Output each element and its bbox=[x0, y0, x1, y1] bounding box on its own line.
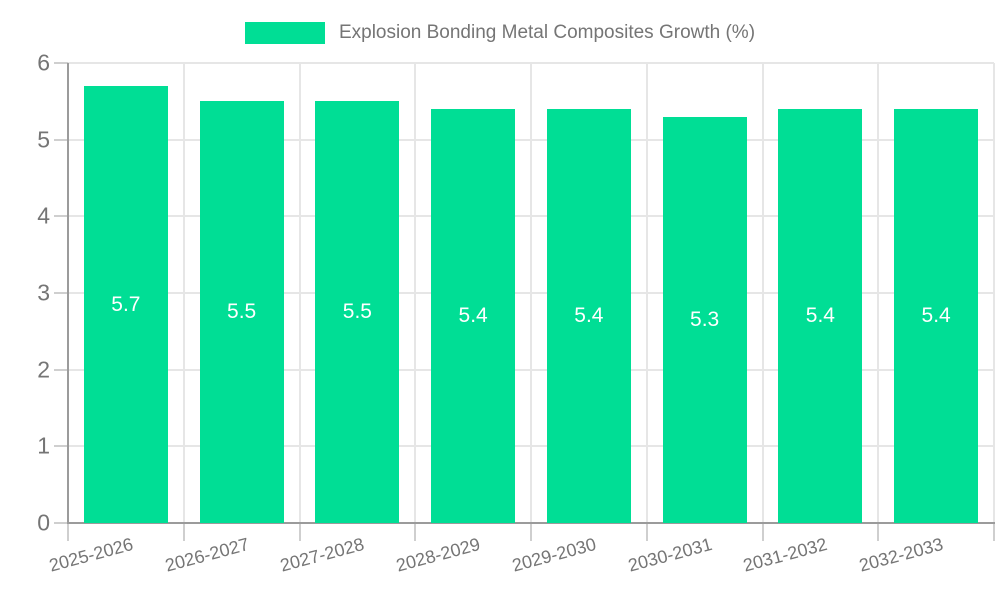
y-axis-line bbox=[67, 63, 69, 523]
legend-swatch bbox=[244, 22, 325, 44]
v-gridline bbox=[298, 63, 301, 523]
y-axis-tick bbox=[54, 368, 68, 371]
v-gridline bbox=[414, 63, 417, 523]
x-axis-tick bbox=[761, 523, 764, 541]
x-axis-tick bbox=[298, 523, 301, 541]
y-axis-tick bbox=[54, 292, 68, 294]
x-axis-tick bbox=[645, 523, 648, 541]
x-axis-label: 2026-2027 bbox=[162, 534, 251, 576]
y-axis-tick bbox=[54, 138, 68, 141]
bar-value-label: 5.7 bbox=[111, 292, 141, 316]
x-axis-tick bbox=[530, 523, 532, 541]
x-axis-label: 2030-2031 bbox=[625, 534, 714, 576]
x-axis-tick bbox=[67, 523, 69, 541]
bar-value-label: 5.4 bbox=[805, 304, 835, 327]
bar-value-label: 5.4 bbox=[574, 304, 604, 327]
y-axis-tick bbox=[54, 445, 68, 448]
x-axis-label: 2025-2026 bbox=[46, 534, 136, 576]
y-axis-label: 6 bbox=[37, 49, 50, 76]
x-axis-label: 2028-2029 bbox=[393, 534, 483, 576]
v-gridline bbox=[530, 63, 532, 523]
legend: Explosion Bonding Metal Composites Growt… bbox=[0, 21, 1000, 45]
bar-value-label: 5.5 bbox=[342, 300, 372, 324]
v-gridline bbox=[993, 63, 995, 523]
x-axis-label: 2027-2028 bbox=[278, 534, 367, 576]
bar-value-label: 5.4 bbox=[458, 304, 488, 327]
bar-value-label: 5.5 bbox=[227, 300, 257, 324]
bar: 5.3 bbox=[662, 116, 747, 523]
x-axis-tick bbox=[182, 523, 185, 541]
bar-value-label: 5.3 bbox=[690, 307, 720, 331]
bar: 5.5 bbox=[315, 101, 400, 523]
bar: 5.5 bbox=[199, 101, 284, 523]
y-axis-tick bbox=[54, 62, 68, 64]
y-axis-label: 3 bbox=[37, 279, 50, 306]
y-axis-label: 5 bbox=[37, 126, 50, 153]
y-axis-tick bbox=[54, 522, 68, 524]
v-gridline bbox=[645, 63, 648, 523]
v-gridline bbox=[761, 63, 764, 523]
bar-value-label: 5.4 bbox=[921, 304, 951, 327]
y-axis-label: 0 bbox=[37, 509, 50, 536]
x-axis-label: 2032-2033 bbox=[856, 534, 946, 576]
v-gridline bbox=[182, 63, 185, 523]
x-axis-tick bbox=[993, 523, 995, 541]
y-axis-label: 2 bbox=[37, 356, 50, 383]
x-axis-line bbox=[67, 522, 995, 524]
bar: 5.7 bbox=[83, 86, 168, 523]
legend-title: Explosion Bonding Metal Composites Growt… bbox=[338, 22, 756, 43]
x-axis-label: 2029-2030 bbox=[509, 534, 599, 576]
x-axis-label: 2031-2032 bbox=[741, 534, 830, 576]
x-axis-tick bbox=[877, 523, 880, 541]
x-axis-tick bbox=[414, 523, 417, 541]
bar: 5.4 bbox=[431, 109, 516, 523]
v-gridline bbox=[877, 63, 880, 523]
bar: 5.4 bbox=[778, 109, 863, 523]
y-axis-label: 4 bbox=[37, 202, 50, 229]
y-axis-tick bbox=[54, 215, 68, 218]
bar: 5.4 bbox=[894, 109, 979, 523]
y-axis-label: 1 bbox=[37, 432, 50, 459]
bar: 5.4 bbox=[546, 109, 631, 523]
